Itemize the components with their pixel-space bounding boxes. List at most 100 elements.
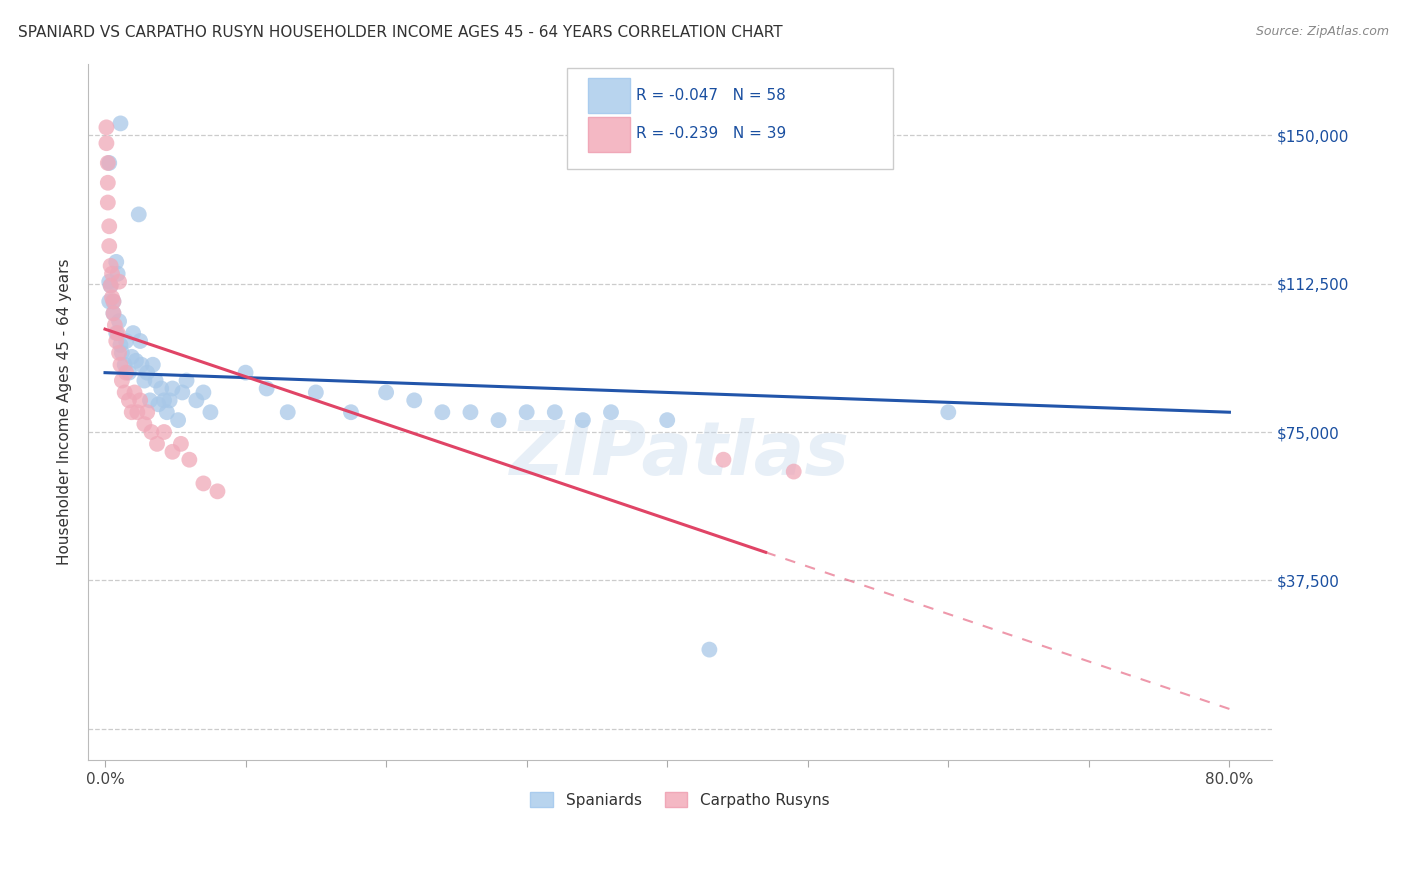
Point	[107, 326, 129, 340]
Point	[783, 465, 806, 479]
Point	[153, 393, 176, 408]
FancyBboxPatch shape	[588, 78, 630, 112]
Point	[657, 413, 679, 427]
Point	[139, 393, 162, 408]
Text: R = -0.047   N = 58: R = -0.047 N = 58	[636, 88, 786, 103]
Point	[105, 255, 128, 269]
Point	[117, 29, 139, 44]
Point	[305, 385, 328, 400]
Point	[118, 393, 141, 408]
Point	[340, 405, 363, 419]
Point	[96, 136, 118, 151]
Point	[110, 338, 132, 352]
Point	[186, 393, 208, 408]
Point	[118, 366, 141, 380]
Point	[136, 366, 159, 380]
Point	[107, 267, 129, 281]
Point	[936, 405, 959, 419]
Point	[256, 382, 278, 396]
Point	[207, 484, 229, 499]
Point	[100, 278, 122, 293]
Point	[148, 397, 170, 411]
Point	[131, 358, 153, 372]
Point	[124, 385, 146, 400]
Point	[121, 405, 143, 419]
Point	[98, 294, 121, 309]
Point	[98, 156, 121, 170]
Point	[121, 350, 143, 364]
Point	[122, 326, 145, 340]
Point	[114, 385, 136, 400]
Legend: Spaniards, Carpatho Rusyns: Spaniards, Carpatho Rusyns	[523, 784, 837, 815]
Point	[110, 116, 132, 130]
FancyBboxPatch shape	[568, 68, 893, 169]
Point	[100, 278, 122, 293]
Point	[97, 176, 120, 190]
Point	[277, 405, 299, 419]
Point	[100, 259, 122, 273]
Point	[129, 393, 152, 408]
Point	[172, 385, 194, 400]
Text: Source: ZipAtlas.com: Source: ZipAtlas.com	[1256, 25, 1389, 38]
Point	[129, 334, 152, 348]
Point	[108, 346, 131, 360]
Point	[146, 437, 169, 451]
Point	[404, 393, 426, 408]
Point	[375, 385, 398, 400]
Point	[108, 275, 131, 289]
Point	[516, 405, 538, 419]
Point	[110, 358, 132, 372]
Y-axis label: Householder Income Ages 45 - 64 years: Householder Income Ages 45 - 64 years	[58, 259, 72, 566]
Point	[162, 382, 184, 396]
Point	[544, 405, 567, 419]
Point	[111, 374, 134, 388]
Point	[98, 239, 121, 253]
Point	[713, 452, 735, 467]
Point	[153, 425, 176, 439]
Point	[105, 334, 128, 348]
Point	[103, 294, 125, 309]
FancyBboxPatch shape	[588, 117, 630, 152]
Point	[96, 120, 118, 135]
Point	[142, 358, 165, 372]
Point	[105, 326, 128, 340]
Text: R = -0.239   N = 39: R = -0.239 N = 39	[636, 126, 786, 141]
Point	[98, 275, 121, 289]
Point	[134, 374, 156, 388]
Point	[150, 382, 173, 396]
Text: ZIPatlas: ZIPatlas	[510, 417, 849, 491]
Point	[125, 353, 148, 368]
Point	[162, 444, 184, 458]
Point	[101, 291, 124, 305]
Point	[200, 405, 222, 419]
Point	[193, 385, 215, 400]
Point	[101, 267, 124, 281]
Point	[699, 642, 721, 657]
Point	[136, 405, 159, 419]
Point	[170, 437, 193, 451]
Point	[235, 366, 257, 380]
Point	[127, 405, 149, 419]
Point	[103, 294, 125, 309]
Point	[111, 346, 134, 360]
Point	[103, 306, 125, 320]
Point	[108, 314, 131, 328]
Point	[488, 413, 510, 427]
Text: SPANIARD VS CARPATHO RUSYN HOUSEHOLDER INCOME AGES 45 - 64 YEARS CORRELATION CHA: SPANIARD VS CARPATHO RUSYN HOUSEHOLDER I…	[18, 25, 783, 40]
Point	[141, 425, 163, 439]
Point	[159, 393, 181, 408]
Point	[176, 374, 198, 388]
Point	[600, 405, 623, 419]
Point	[128, 207, 150, 221]
Point	[115, 334, 138, 348]
Point	[179, 452, 201, 467]
Point	[97, 195, 120, 210]
Point	[97, 156, 120, 170]
Point	[98, 219, 121, 234]
Point	[156, 405, 179, 419]
Point	[572, 413, 595, 427]
Point	[145, 374, 167, 388]
Point	[115, 366, 138, 380]
Point	[104, 318, 127, 333]
Point	[134, 417, 156, 431]
